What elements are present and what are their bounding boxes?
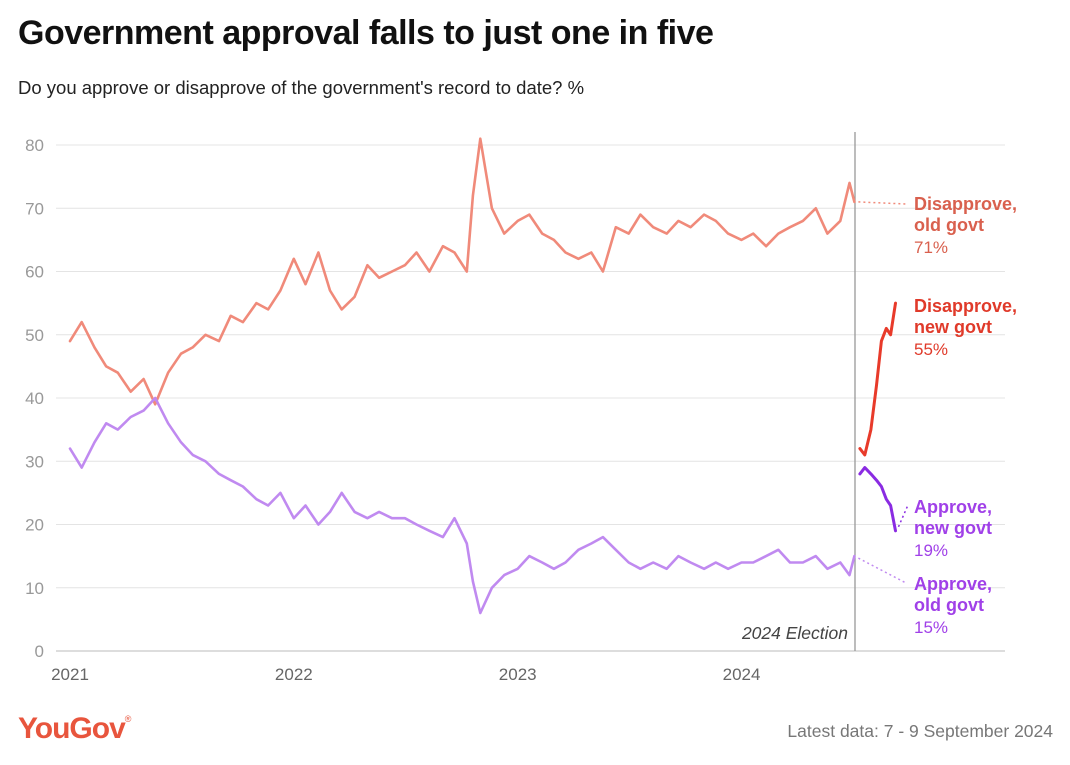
y-tick-label: 50 — [25, 326, 44, 345]
approve-new-govt-line — [858, 466, 897, 533]
line-chart: 0 10 20 30 40 50 60 70 80 2021 2022 2023 2024 2024 El… — [25, 132, 1017, 684]
disapprove-new-govt-label: Disapprove, — [914, 296, 1017, 316]
disapprove-old-govt-label: Disapprove, — [914, 194, 1017, 214]
disapprove-new-govt-value-label: 55% — [914, 340, 948, 359]
y-tick-label: 0 — [35, 642, 44, 661]
y-tick-label: 30 — [25, 452, 44, 471]
yougov-logo: YouGov® — [18, 712, 132, 745]
approve-old-govt-label: old govt — [914, 595, 984, 615]
connector-disapprove-old — [858, 201, 907, 205]
approve-old-govt-label: Approve, — [914, 574, 992, 594]
y-tick-label: 10 — [25, 579, 44, 598]
x-tick-label: 2021 — [51, 665, 89, 684]
disapprove-new-govt-label: new govt — [914, 317, 992, 337]
x-tick-label: 2023 — [499, 665, 537, 684]
approve-old-govt-value-label: 15% — [914, 618, 948, 637]
y-tick-label: 40 — [25, 389, 44, 408]
chart-title: Government approval falls to just one in… — [18, 14, 714, 52]
approve-new-govt-label: new govt — [914, 518, 992, 538]
y-tick-label: 70 — [25, 199, 44, 218]
disapprove-old-govt-label: old govt — [914, 215, 984, 235]
x-tick-label: 2024 — [723, 665, 761, 684]
approve-new-govt-value-label: 19% — [914, 541, 948, 560]
y-tick-label: 80 — [25, 136, 44, 155]
disapprove-old-govt-line — [68, 137, 856, 406]
election-annotation: 2024 Election — [741, 623, 848, 643]
connector-approve-old — [858, 557, 907, 584]
connector-approve-new — [897, 504, 909, 528]
chart-subtitle: Do you approve or disapprove of the gove… — [18, 77, 585, 98]
x-tick-label: 2022 — [275, 665, 313, 684]
approve-old-govt-line — [68, 396, 856, 615]
disapprove-new-govt-line — [858, 301, 897, 457]
approve-new-govt-label: Approve, — [914, 497, 992, 517]
latest-data-note: Latest data: 7 - 9 September 2024 — [787, 721, 1053, 741]
y-tick-label: 20 — [25, 516, 44, 535]
y-tick-label: 60 — [25, 263, 44, 282]
disapprove-old-govt-value-label: 71% — [914, 238, 948, 257]
